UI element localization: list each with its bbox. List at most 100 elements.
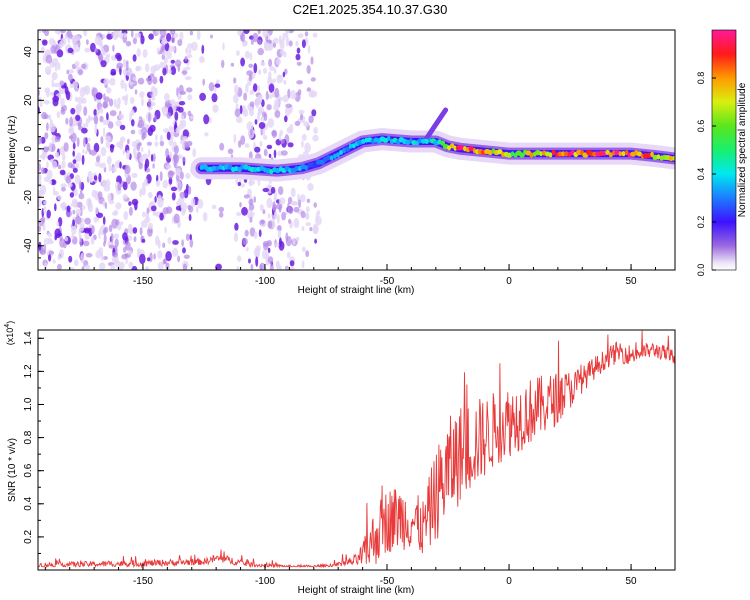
noise-blob — [234, 222, 239, 231]
trace-blob — [605, 149, 610, 155]
noise-blob — [249, 211, 255, 217]
noise-blob — [48, 253, 52, 262]
noise-blob — [63, 142, 69, 152]
noise-blob — [263, 113, 268, 122]
colorbar-tick-label: 0.0 — [696, 264, 706, 277]
noise-blob — [151, 92, 156, 102]
noise-blob — [249, 52, 253, 61]
noise-blob — [185, 233, 190, 241]
noise-blob — [155, 180, 161, 187]
trace-blob — [652, 154, 658, 160]
noise-blob — [281, 211, 286, 221]
noise-blob — [100, 136, 104, 145]
noise-blob — [93, 175, 98, 181]
noise-blob — [127, 223, 133, 234]
noise-blob — [78, 192, 85, 200]
noise-blob — [119, 124, 126, 130]
noise-blob — [61, 187, 66, 192]
noise-blob — [278, 186, 284, 196]
noise-blob — [301, 226, 305, 232]
noise-blob — [67, 47, 74, 54]
noise-blob — [172, 240, 179, 245]
noise-blob — [236, 266, 240, 270]
noise-blob — [285, 36, 290, 47]
noise-blob — [155, 235, 160, 246]
noise-blob — [168, 125, 172, 132]
noise-blob — [123, 211, 129, 221]
noise-blob — [149, 73, 155, 78]
noise-blob — [72, 43, 76, 48]
trace-blob — [211, 165, 217, 171]
trace-blob — [259, 165, 265, 171]
noise-blob — [262, 128, 266, 136]
noise-blob — [108, 244, 115, 249]
noise-blob — [60, 30, 67, 34]
noise-blob — [300, 210, 306, 219]
noise-blob — [80, 252, 84, 264]
noise-blob — [157, 250, 163, 259]
noise-blob — [82, 137, 87, 148]
noise-blob — [45, 54, 53, 64]
noise-blob — [242, 237, 248, 246]
noise-blob — [108, 224, 113, 233]
trace-blob — [294, 166, 300, 172]
noise-blob — [279, 129, 284, 136]
noise-blob — [172, 101, 177, 112]
noise-blob — [284, 115, 288, 123]
noise-blob — [168, 69, 172, 74]
noise-blob — [297, 33, 304, 39]
noise-blob — [130, 109, 135, 116]
noise-blob — [214, 86, 217, 93]
noise-blob — [274, 109, 281, 119]
noise-blob — [105, 179, 111, 189]
noise-blob — [131, 119, 135, 127]
chart-title: C2E1.2025.354.10.37.G30 — [293, 2, 448, 17]
noise-blob — [132, 37, 137, 45]
noise-blob — [157, 194, 162, 203]
noise-blob — [201, 44, 205, 55]
noise-blob — [77, 122, 82, 128]
x-tick-label: 50 — [626, 576, 638, 587]
noise-blob — [257, 85, 261, 92]
noise-blob — [39, 184, 47, 195]
noise-blob — [242, 108, 249, 118]
noise-blob — [43, 200, 47, 205]
noise-blob — [243, 30, 250, 34]
snr-series-line — [38, 330, 675, 569]
noise-blob — [110, 233, 114, 243]
noise-blob — [159, 171, 163, 182]
noise-blob — [81, 205, 86, 210]
noise-blob — [103, 78, 110, 86]
noise-blob — [267, 213, 271, 219]
noise-blob — [109, 110, 117, 117]
noise-blob — [235, 178, 239, 185]
noise-blob — [282, 71, 286, 78]
noise-blob — [126, 138, 130, 145]
noise-blob — [248, 179, 255, 186]
noise-blob — [86, 142, 91, 152]
noise-blob — [245, 50, 250, 59]
noise-blob — [52, 98, 59, 107]
noise-blob — [233, 77, 237, 84]
noise-blob — [248, 198, 254, 206]
x-tick-label: 0 — [506, 276, 512, 287]
noise-blob — [277, 225, 282, 232]
noise-blob — [181, 208, 186, 216]
noise-blob — [148, 33, 154, 40]
noise-blob — [130, 129, 136, 135]
noise-blob — [54, 228, 61, 239]
noise-blob — [248, 106, 254, 113]
noise-blob — [208, 116, 212, 124]
noise-blob — [134, 89, 138, 95]
noise-blob — [280, 48, 285, 56]
noise-blob — [50, 179, 57, 186]
noise-blob — [51, 78, 55, 88]
noise-blob — [94, 47, 98, 53]
noise-blob — [310, 89, 316, 98]
top-x-axis-label: Height of straight line (km) — [298, 285, 415, 296]
noise-blob — [40, 216, 46, 223]
noise-blob — [99, 262, 106, 270]
noise-blob — [102, 33, 106, 39]
x-tick-label: 50 — [626, 276, 638, 287]
noise-blob — [137, 119, 145, 128]
